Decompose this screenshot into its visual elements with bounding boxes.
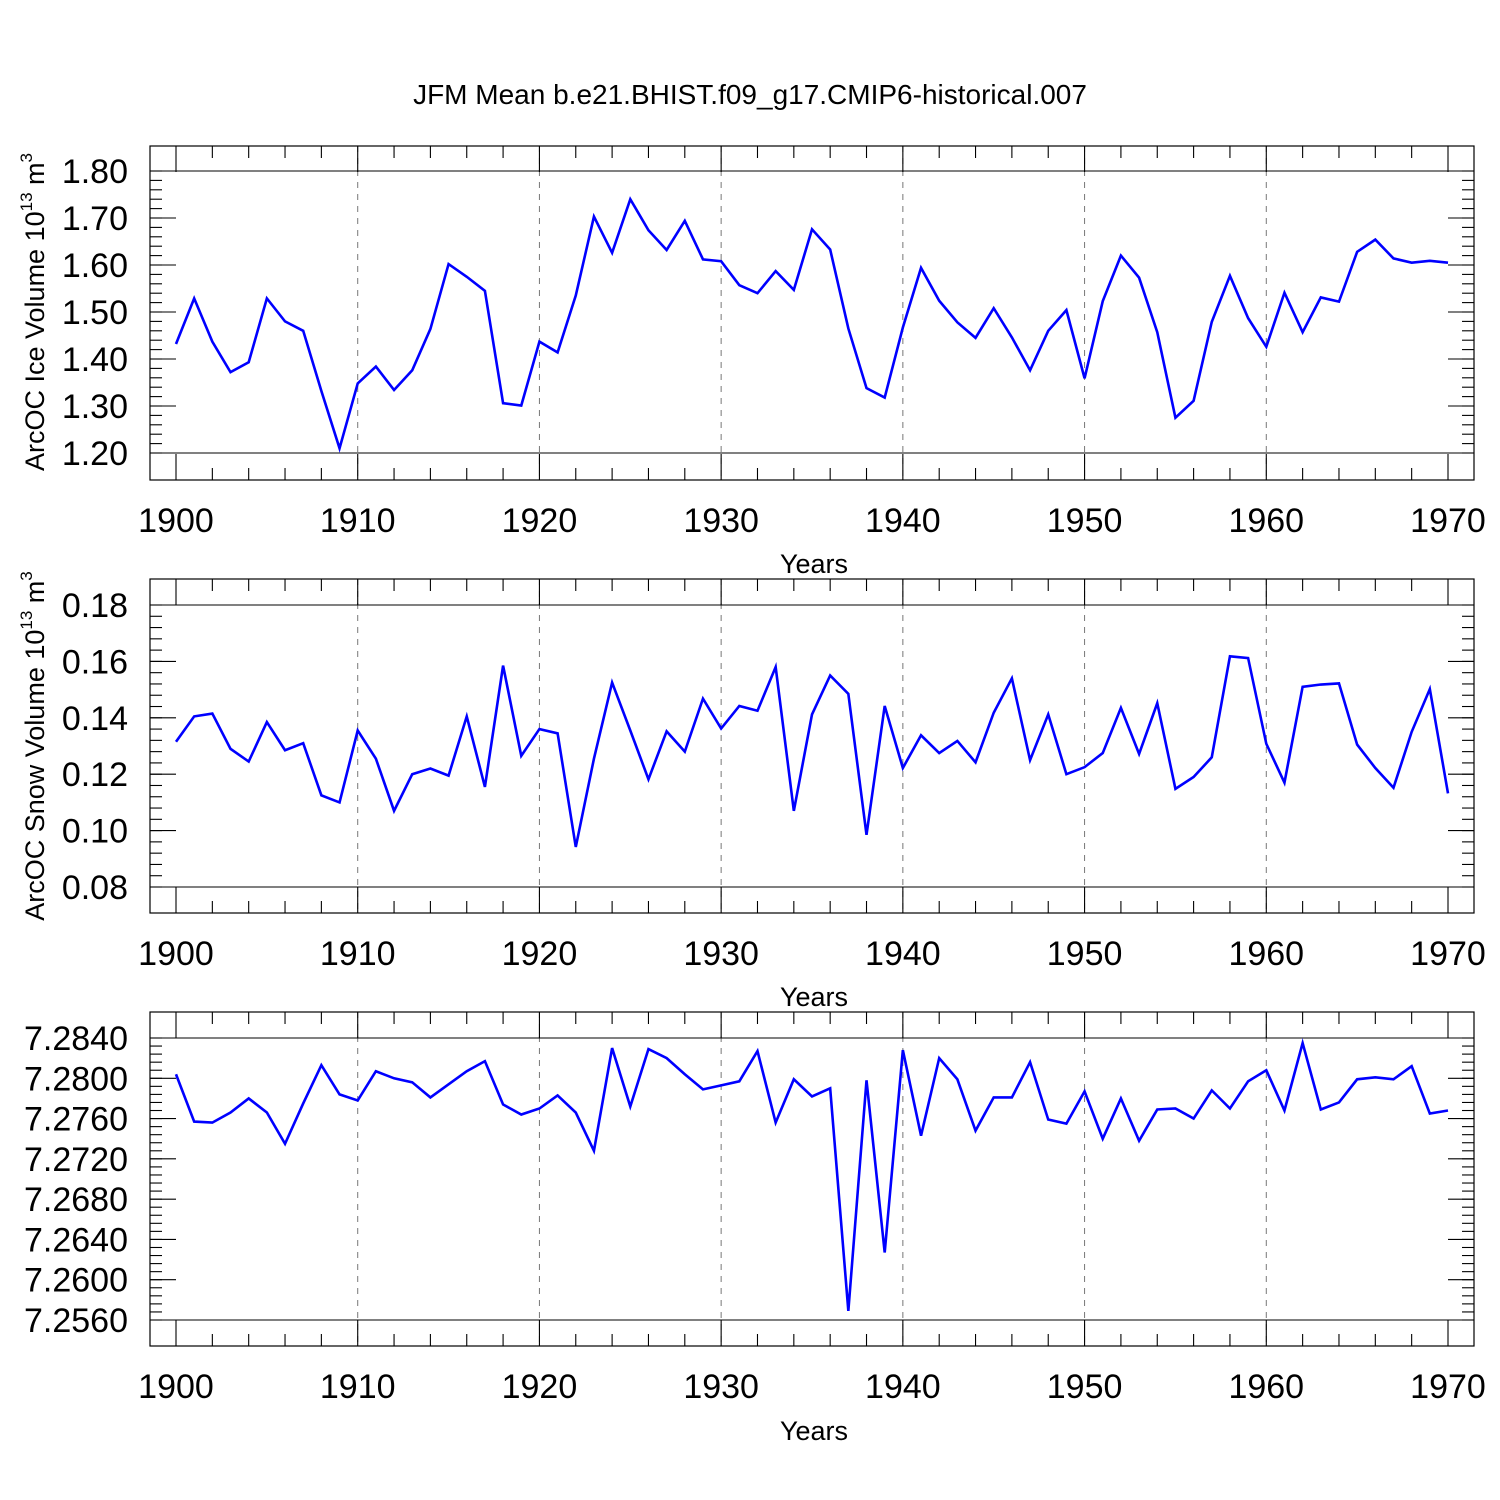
x-tick-label: 1910 [320,935,396,973]
y-axis-label-text: m [20,581,50,611]
y-axis-label-text: ArcOC Snow Volume 10 [20,630,50,921]
x-tick-label: 1920 [502,502,578,540]
x-tick-label: 1900 [138,502,214,540]
x-tick-label: 1970 [1410,1368,1486,1406]
x-tick-label: 1910 [320,502,396,540]
plot-frame [149,1011,1475,1347]
y-tick-label: 0.12 [62,756,128,794]
y-tick-label: 1.20 [62,435,128,473]
x-axis-label: Years [780,549,848,579]
y-axis-label-text: ArcOC Ice Volume 10 [20,211,50,471]
series-line-1 [174,196,1449,453]
y-tick-label: 0.08 [62,869,128,907]
y-tick-label: 7.2640 [24,1221,128,1259]
x-axis-label: Years [780,982,848,1012]
y-tick-label: 1.80 [62,153,128,191]
y-tick-label: 1.70 [62,200,128,238]
x-tick-label: 1920 [502,1368,578,1406]
y-tick-label: 7.2800 [24,1060,128,1098]
y-tick-label: 7.2600 [24,1262,128,1300]
y-tick-label: 1.60 [62,247,128,285]
x-axis-label: Years [780,1416,848,1446]
y-tick-label: 7.2760 [24,1101,128,1139]
x-tick-label: 1930 [683,1368,759,1406]
series-line-3 [174,1038,1449,1312]
x-tick-label: 1920 [502,935,578,973]
y-tick-label: 0.14 [62,700,128,738]
y-axis-label-text: m [20,162,50,192]
x-tick-label: 1900 [138,1368,214,1406]
x-tick-label: 1900 [138,935,214,973]
x-tick-label: 1940 [865,502,941,540]
y-tick-label: 1.30 [62,388,128,426]
x-tick-label: 1930 [683,935,759,973]
x-tick-label: 1960 [1228,935,1304,973]
panel-3: 1900 1910 1920 1930 1940 1950 1960 19707.25607.… [24,1011,1486,1446]
y-tick-label: 0.16 [62,643,128,681]
x-tick-label: 1940 [865,935,941,973]
series-line-2 [174,654,1450,848]
x-tick-label: 1910 [320,1368,396,1406]
y-tick-label: 7.2840 [24,1020,128,1058]
plot-frame [149,578,1475,914]
x-tick-label: 1960 [1228,502,1304,540]
y-tick-label: 1.40 [62,341,128,379]
x-tick-label: 1950 [1047,935,1123,973]
y-axis-label-superscript: 13 [17,192,36,211]
x-tick-label: 1930 [683,502,759,540]
y-tick-label: 0.18 [62,587,128,625]
panel-1: 1900 1910 1920 1930 1940 1950 1960 1970 1.20 1.30… [17,145,1486,579]
x-tick-label: 1950 [1047,502,1123,540]
y-axis-label-superscript: 13 [17,611,36,630]
y-tick-label: 7.2560 [24,1302,128,1340]
y-tick-label: 7.2680 [24,1181,128,1219]
y-axis-label: ArcOC Ice Volume 1013 m3 [17,153,50,471]
chart-title: JFM Mean b.e21.BHIST.f09_g17.CMIP6-histo… [413,79,1087,110]
y-tick-label: 7.2720 [24,1141,128,1179]
y-axis-label: ArcOC Snow Volume 1013 m3 [17,571,50,921]
y-axis-label-superscript: 3 [17,571,36,580]
plot-frame [149,145,1475,481]
x-tick-label: 1940 [865,1368,941,1406]
x-tick-label: 1950 [1047,1368,1123,1406]
x-tick-label: 1970 [1410,502,1486,540]
y-tick-label: 0.10 [62,813,128,851]
panel-2: 1900 1910 1920 1930 1940 1950 1960 1970 0.08 0.10… [17,571,1486,1012]
y-axis-label-superscript: 3 [17,153,36,162]
x-tick-label: 1960 [1228,1368,1304,1406]
x-tick-label: 1970 [1410,935,1486,973]
y-tick-label: 1.50 [62,294,128,332]
